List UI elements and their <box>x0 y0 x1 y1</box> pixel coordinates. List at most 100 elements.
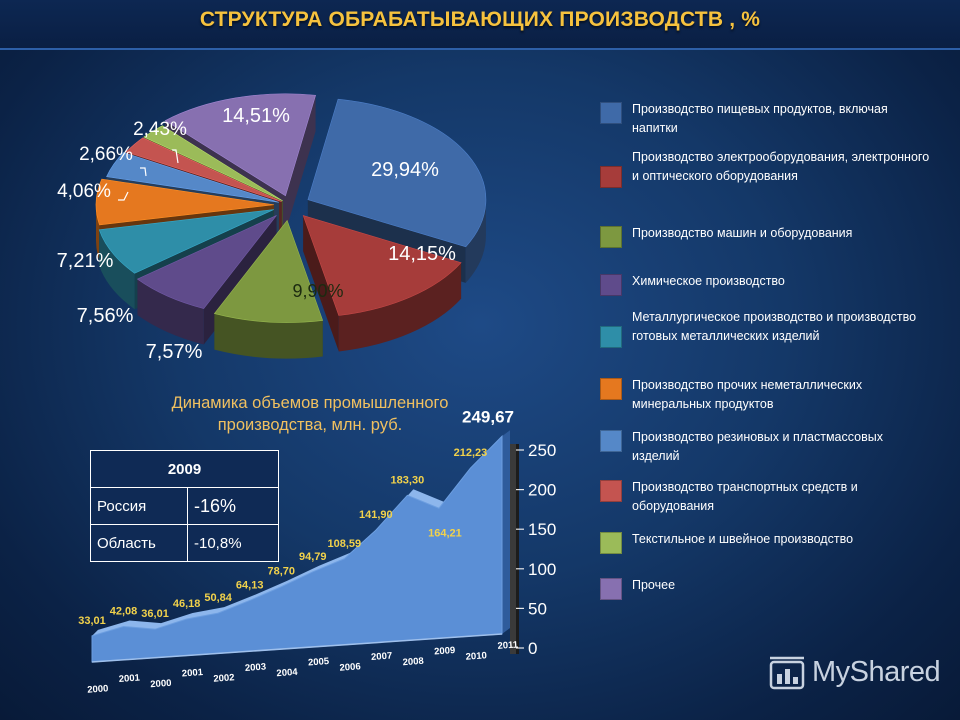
y-tick-label: 200 <box>528 481 556 500</box>
pie-chart: 29,94% 14,15% 9,90% 7,57% 7,56% 7,21% 4,06% 2,6… <box>57 93 487 363</box>
x-tick-label: 2010 <box>465 650 487 662</box>
area-value-label: 249,67 <box>462 407 514 426</box>
x-tick-label: 2006 <box>339 661 361 673</box>
x-tick-label: 2002 <box>213 672 235 684</box>
pie-slice <box>98 209 274 274</box>
table-row: Россия -16% <box>90 487 279 525</box>
pie-slice <box>106 152 279 203</box>
area-value-label: 141,90 <box>359 509 393 521</box>
x-tick-label: 2007 <box>371 650 393 662</box>
logo-text: MyShared <box>812 656 941 688</box>
bar-chart-icon <box>769 656 805 690</box>
pie-label: 9,90% <box>292 281 343 301</box>
legend-label: Производство прочих неметаллических мине… <box>632 378 863 411</box>
pie-leader-line <box>172 149 179 164</box>
legend-swatch <box>600 480 622 502</box>
area-value-label: 164,21 <box>428 527 462 539</box>
area-value-label: 94,79 <box>299 551 327 563</box>
pie-slice-wall <box>214 313 323 359</box>
pie-slice-side <box>303 215 339 352</box>
pie-slice <box>136 215 277 309</box>
page-title: СТРУКТУРА ОБРАБАТЫВАЮЩИХ ПРОИЗВОДСТВ , % <box>199 8 761 31</box>
x-tick-label: 2000 <box>87 683 109 695</box>
legend-label: Химическое производство <box>632 274 785 288</box>
pie-slice <box>302 215 462 316</box>
table-cell-value: -16% <box>187 487 279 525</box>
pie-leader-line <box>140 167 147 177</box>
y-tick-label: 0 <box>528 639 537 658</box>
pie-slice-wall <box>99 229 135 310</box>
x-tick-label: 2009 <box>434 645 456 657</box>
pie-slice <box>307 98 487 248</box>
pie-label: 14,51% <box>222 105 290 127</box>
area-value-label: 33,01 <box>78 615 106 627</box>
legend-label: Производство пищевых продуктов, включая … <box>632 102 888 135</box>
legend-swatch <box>600 578 622 600</box>
table-cell-name: Область <box>90 524 188 562</box>
legend-label: Производство транспортных средств и обор… <box>632 480 858 513</box>
legend-label: Производство резиновых и пластмассовых и… <box>632 430 883 463</box>
pie-leader-line <box>118 191 129 201</box>
x-tick-label: 2001 <box>182 667 205 679</box>
table-row: Область -10,8% <box>90 524 279 562</box>
y-axis-wall <box>510 444 516 654</box>
table-cell-value: -10,8% <box>187 524 279 562</box>
x-tick-label: 2004 <box>276 667 299 679</box>
pie-label: 29,94% <box>371 159 439 181</box>
area-value-label: 64,13 <box>236 579 264 591</box>
legend-label: Производство электрооборудования, электр… <box>632 150 930 183</box>
area-chart: 0 50 100 150 200 250 33,01 42,08 36,01 46,18 50,84… <box>78 407 556 695</box>
pie-label: 7,21% <box>57 250 114 272</box>
y-axis-wall-edge <box>516 444 519 654</box>
legend-label: Металлургическое производство и производ… <box>632 310 917 343</box>
y-tick-label: 100 <box>528 560 556 579</box>
pie-label: 14,15% <box>388 243 456 265</box>
y-tick-label: 50 <box>528 599 547 618</box>
pie-label: 7,57% <box>146 341 203 363</box>
table-header: 2009 <box>90 450 279 488</box>
pie-slice-side <box>285 95 316 232</box>
area-value-label: 46,18 <box>173 598 201 610</box>
change-table: 2009 Россия -16% Область -10,8% <box>90 450 279 562</box>
area-series <box>91 435 503 663</box>
area-value-label: 108,59 <box>327 538 361 550</box>
x-tick-label: 2011 <box>497 639 519 651</box>
legend-swatch <box>600 326 622 348</box>
x-tick-label: 2003 <box>245 662 267 674</box>
pie-slice-wall <box>465 199 486 283</box>
legend-swatch <box>600 102 622 124</box>
pie-slice <box>125 137 282 202</box>
legend-swatch <box>600 430 622 452</box>
x-tick-label: 2001 <box>118 672 141 684</box>
pie-label: 4,06% <box>57 181 111 202</box>
table-cell-name: Россия <box>90 487 188 525</box>
area-value-label: 212,23 <box>454 447 488 459</box>
legend-swatch <box>600 532 622 554</box>
y-tick-label: 250 <box>528 441 556 460</box>
pie-slice-wall <box>96 204 100 261</box>
legend-label: Прочее <box>632 578 676 592</box>
x-tick-label: 2008 <box>402 656 424 668</box>
area-side-wall <box>502 430 510 634</box>
pie-slice-wall <box>137 279 204 345</box>
x-tick-label: 2005 <box>308 656 331 668</box>
legend-swatch <box>600 378 622 400</box>
area-value-label: 183,30 <box>391 474 425 486</box>
legend-swatch <box>600 166 622 188</box>
legend-label: Производство машин и оборудования <box>632 226 853 240</box>
legend-swatch <box>600 274 622 296</box>
pie-label: 2,66% <box>79 144 133 165</box>
logo: MyShared <box>768 654 948 694</box>
pie-label: 7,56% <box>77 305 134 327</box>
legend-swatch <box>600 226 622 248</box>
title-bar <box>0 0 960 50</box>
pie-slice <box>143 125 283 202</box>
pie-slice <box>95 178 275 226</box>
pie-slice-wall <box>338 262 462 352</box>
area-value-label: 78,70 <box>267 566 295 578</box>
area-value-label: 42,08 <box>110 606 138 618</box>
pie-slice <box>213 219 324 323</box>
pie-label: 2,43% <box>133 119 187 140</box>
table-header-row: 2009 <box>90 450 279 488</box>
